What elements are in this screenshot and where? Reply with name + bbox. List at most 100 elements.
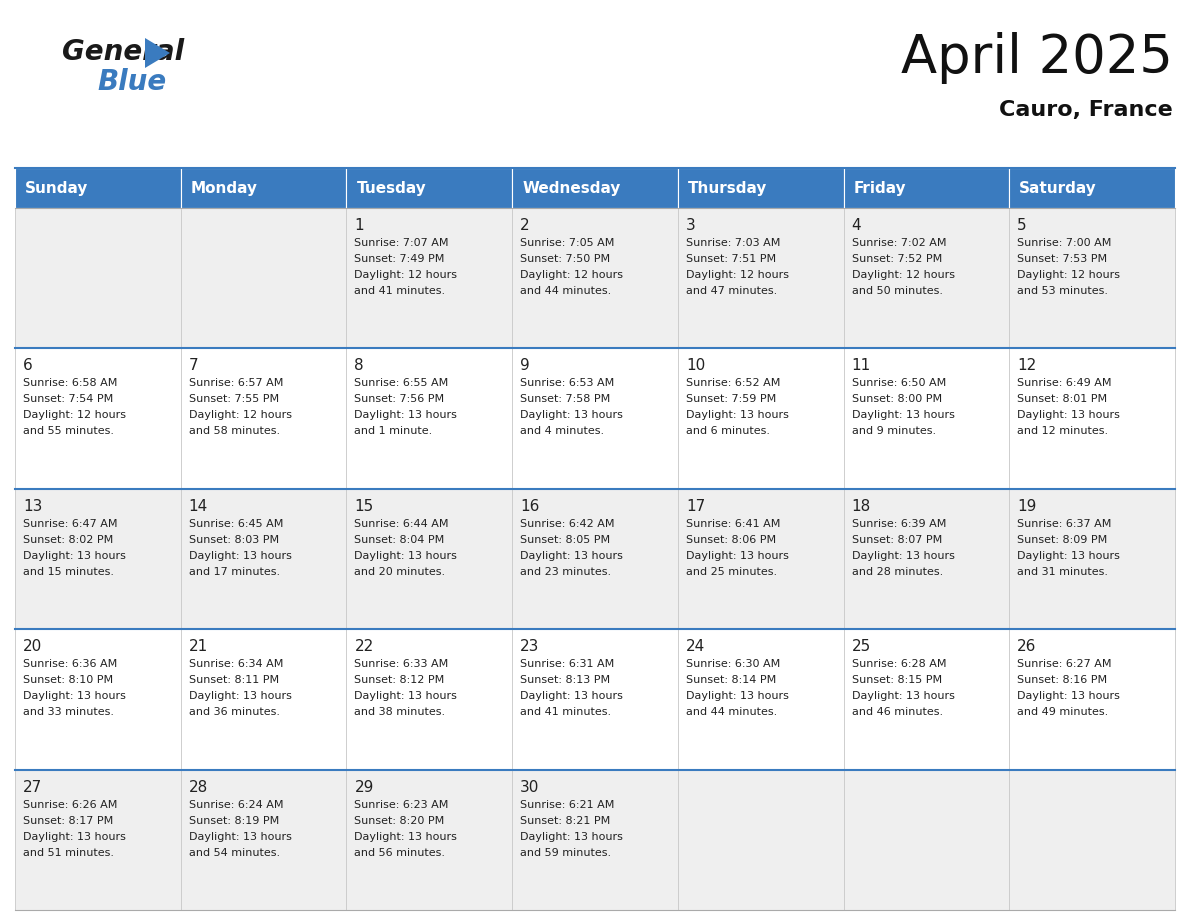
Bar [512,168,678,208]
Text: 9: 9 [520,358,530,374]
Bar [181,629,347,769]
Text: 2: 2 [520,218,530,233]
Text: Sunset: 8:00 PM: Sunset: 8:00 PM [852,395,942,405]
Text: 14: 14 [189,498,208,514]
Bar [1010,349,1175,488]
Text: Sunset: 7:52 PM: Sunset: 7:52 PM [852,254,942,264]
Text: Daylight: 13 hours: Daylight: 13 hours [520,410,623,420]
Text: Sunrise: 6:34 AM: Sunrise: 6:34 AM [189,659,283,669]
Text: Sunset: 8:02 PM: Sunset: 8:02 PM [23,535,113,544]
Bar [1010,769,1175,910]
Text: Cauro, France: Cauro, France [999,100,1173,120]
Text: Sunset: 8:13 PM: Sunset: 8:13 PM [520,676,611,685]
Text: 27: 27 [23,779,43,795]
Text: and 15 minutes.: and 15 minutes. [23,566,114,577]
Text: and 50 minutes.: and 50 minutes. [852,286,942,296]
Text: Sunset: 7:49 PM: Sunset: 7:49 PM [354,254,444,264]
Bar [843,168,1010,208]
Text: Sunrise: 6:27 AM: Sunrise: 6:27 AM [1017,659,1112,669]
Text: 4: 4 [852,218,861,233]
Text: and 59 minutes.: and 59 minutes. [520,847,612,857]
Text: Daylight: 12 hours: Daylight: 12 hours [1017,270,1120,280]
Bar [512,769,678,910]
Text: 19: 19 [1017,498,1037,514]
Text: April 2025: April 2025 [902,32,1173,84]
Text: Sunset: 8:21 PM: Sunset: 8:21 PM [520,815,611,825]
Text: Sunrise: 6:42 AM: Sunrise: 6:42 AM [520,519,614,529]
Text: 21: 21 [189,639,208,655]
Bar [678,208,843,349]
Text: and 56 minutes.: and 56 minutes. [354,847,446,857]
Bar [678,349,843,488]
Bar [843,629,1010,769]
Text: and 20 minutes.: and 20 minutes. [354,566,446,577]
Text: Sunrise: 6:37 AM: Sunrise: 6:37 AM [1017,519,1112,529]
Text: Daylight: 13 hours: Daylight: 13 hours [685,551,789,561]
Text: 7: 7 [189,358,198,374]
Bar [15,168,181,208]
Text: Sunset: 8:03 PM: Sunset: 8:03 PM [189,535,279,544]
Text: and 28 minutes.: and 28 minutes. [852,566,943,577]
Bar [15,629,181,769]
Text: Sunrise: 6:49 AM: Sunrise: 6:49 AM [1017,378,1112,388]
Text: Sunrise: 6:57 AM: Sunrise: 6:57 AM [189,378,283,388]
Bar [347,208,512,349]
Text: Sunrise: 6:55 AM: Sunrise: 6:55 AM [354,378,449,388]
Text: Sunrise: 6:39 AM: Sunrise: 6:39 AM [852,519,946,529]
Bar [15,349,181,488]
Text: Sunset: 8:06 PM: Sunset: 8:06 PM [685,535,776,544]
Bar [15,769,181,910]
Text: Sunset: 8:15 PM: Sunset: 8:15 PM [852,676,942,685]
Text: Sunset: 8:20 PM: Sunset: 8:20 PM [354,815,444,825]
Text: 29: 29 [354,779,374,795]
Text: Sunrise: 7:02 AM: Sunrise: 7:02 AM [852,238,946,248]
Text: Sunrise: 6:50 AM: Sunrise: 6:50 AM [852,378,946,388]
Text: and 55 minutes.: and 55 minutes. [23,426,114,436]
Text: 5: 5 [1017,218,1026,233]
Text: Sunrise: 6:30 AM: Sunrise: 6:30 AM [685,659,781,669]
Text: Thursday: Thursday [688,181,767,196]
Bar [181,488,347,629]
Text: Sunrise: 7:00 AM: Sunrise: 7:00 AM [1017,238,1112,248]
Text: Sunset: 7:59 PM: Sunset: 7:59 PM [685,395,776,405]
Text: Sunset: 7:56 PM: Sunset: 7:56 PM [354,395,444,405]
Text: and 47 minutes.: and 47 minutes. [685,286,777,296]
Bar [678,168,843,208]
Text: Sunset: 8:09 PM: Sunset: 8:09 PM [1017,535,1107,544]
Text: 8: 8 [354,358,364,374]
Text: Sunrise: 6:58 AM: Sunrise: 6:58 AM [23,378,118,388]
Bar [347,488,512,629]
Text: Daylight: 12 hours: Daylight: 12 hours [852,270,955,280]
Text: Sunset: 8:16 PM: Sunset: 8:16 PM [1017,676,1107,685]
Text: Tuesday: Tuesday [356,181,426,196]
Text: Daylight: 13 hours: Daylight: 13 hours [520,551,623,561]
Text: 1: 1 [354,218,364,233]
Text: 23: 23 [520,639,539,655]
Text: Daylight: 13 hours: Daylight: 13 hours [354,410,457,420]
Bar [843,208,1010,349]
Text: Sunset: 7:51 PM: Sunset: 7:51 PM [685,254,776,264]
Text: Sunset: 8:10 PM: Sunset: 8:10 PM [23,676,113,685]
Text: Daylight: 13 hours: Daylight: 13 hours [354,691,457,701]
Bar [1010,208,1175,349]
Text: 17: 17 [685,498,706,514]
Text: Daylight: 13 hours: Daylight: 13 hours [1017,410,1120,420]
Text: and 49 minutes.: and 49 minutes. [1017,707,1108,717]
Text: Daylight: 13 hours: Daylight: 13 hours [189,691,291,701]
Text: and 51 minutes.: and 51 minutes. [23,847,114,857]
Text: 11: 11 [852,358,871,374]
Text: Daylight: 13 hours: Daylight: 13 hours [23,691,126,701]
Text: Sunrise: 6:45 AM: Sunrise: 6:45 AM [189,519,283,529]
Text: Daylight: 13 hours: Daylight: 13 hours [354,832,457,842]
Text: Daylight: 13 hours: Daylight: 13 hours [189,551,291,561]
Text: and 12 minutes.: and 12 minutes. [1017,426,1108,436]
Text: Sunrise: 6:28 AM: Sunrise: 6:28 AM [852,659,946,669]
Text: Sunrise: 6:31 AM: Sunrise: 6:31 AM [520,659,614,669]
Text: Sunset: 8:05 PM: Sunset: 8:05 PM [520,535,611,544]
Bar [843,488,1010,629]
Polygon shape [145,38,170,68]
Bar [347,629,512,769]
Text: 26: 26 [1017,639,1037,655]
Text: Sunset: 8:07 PM: Sunset: 8:07 PM [852,535,942,544]
Text: Daylight: 13 hours: Daylight: 13 hours [520,691,623,701]
